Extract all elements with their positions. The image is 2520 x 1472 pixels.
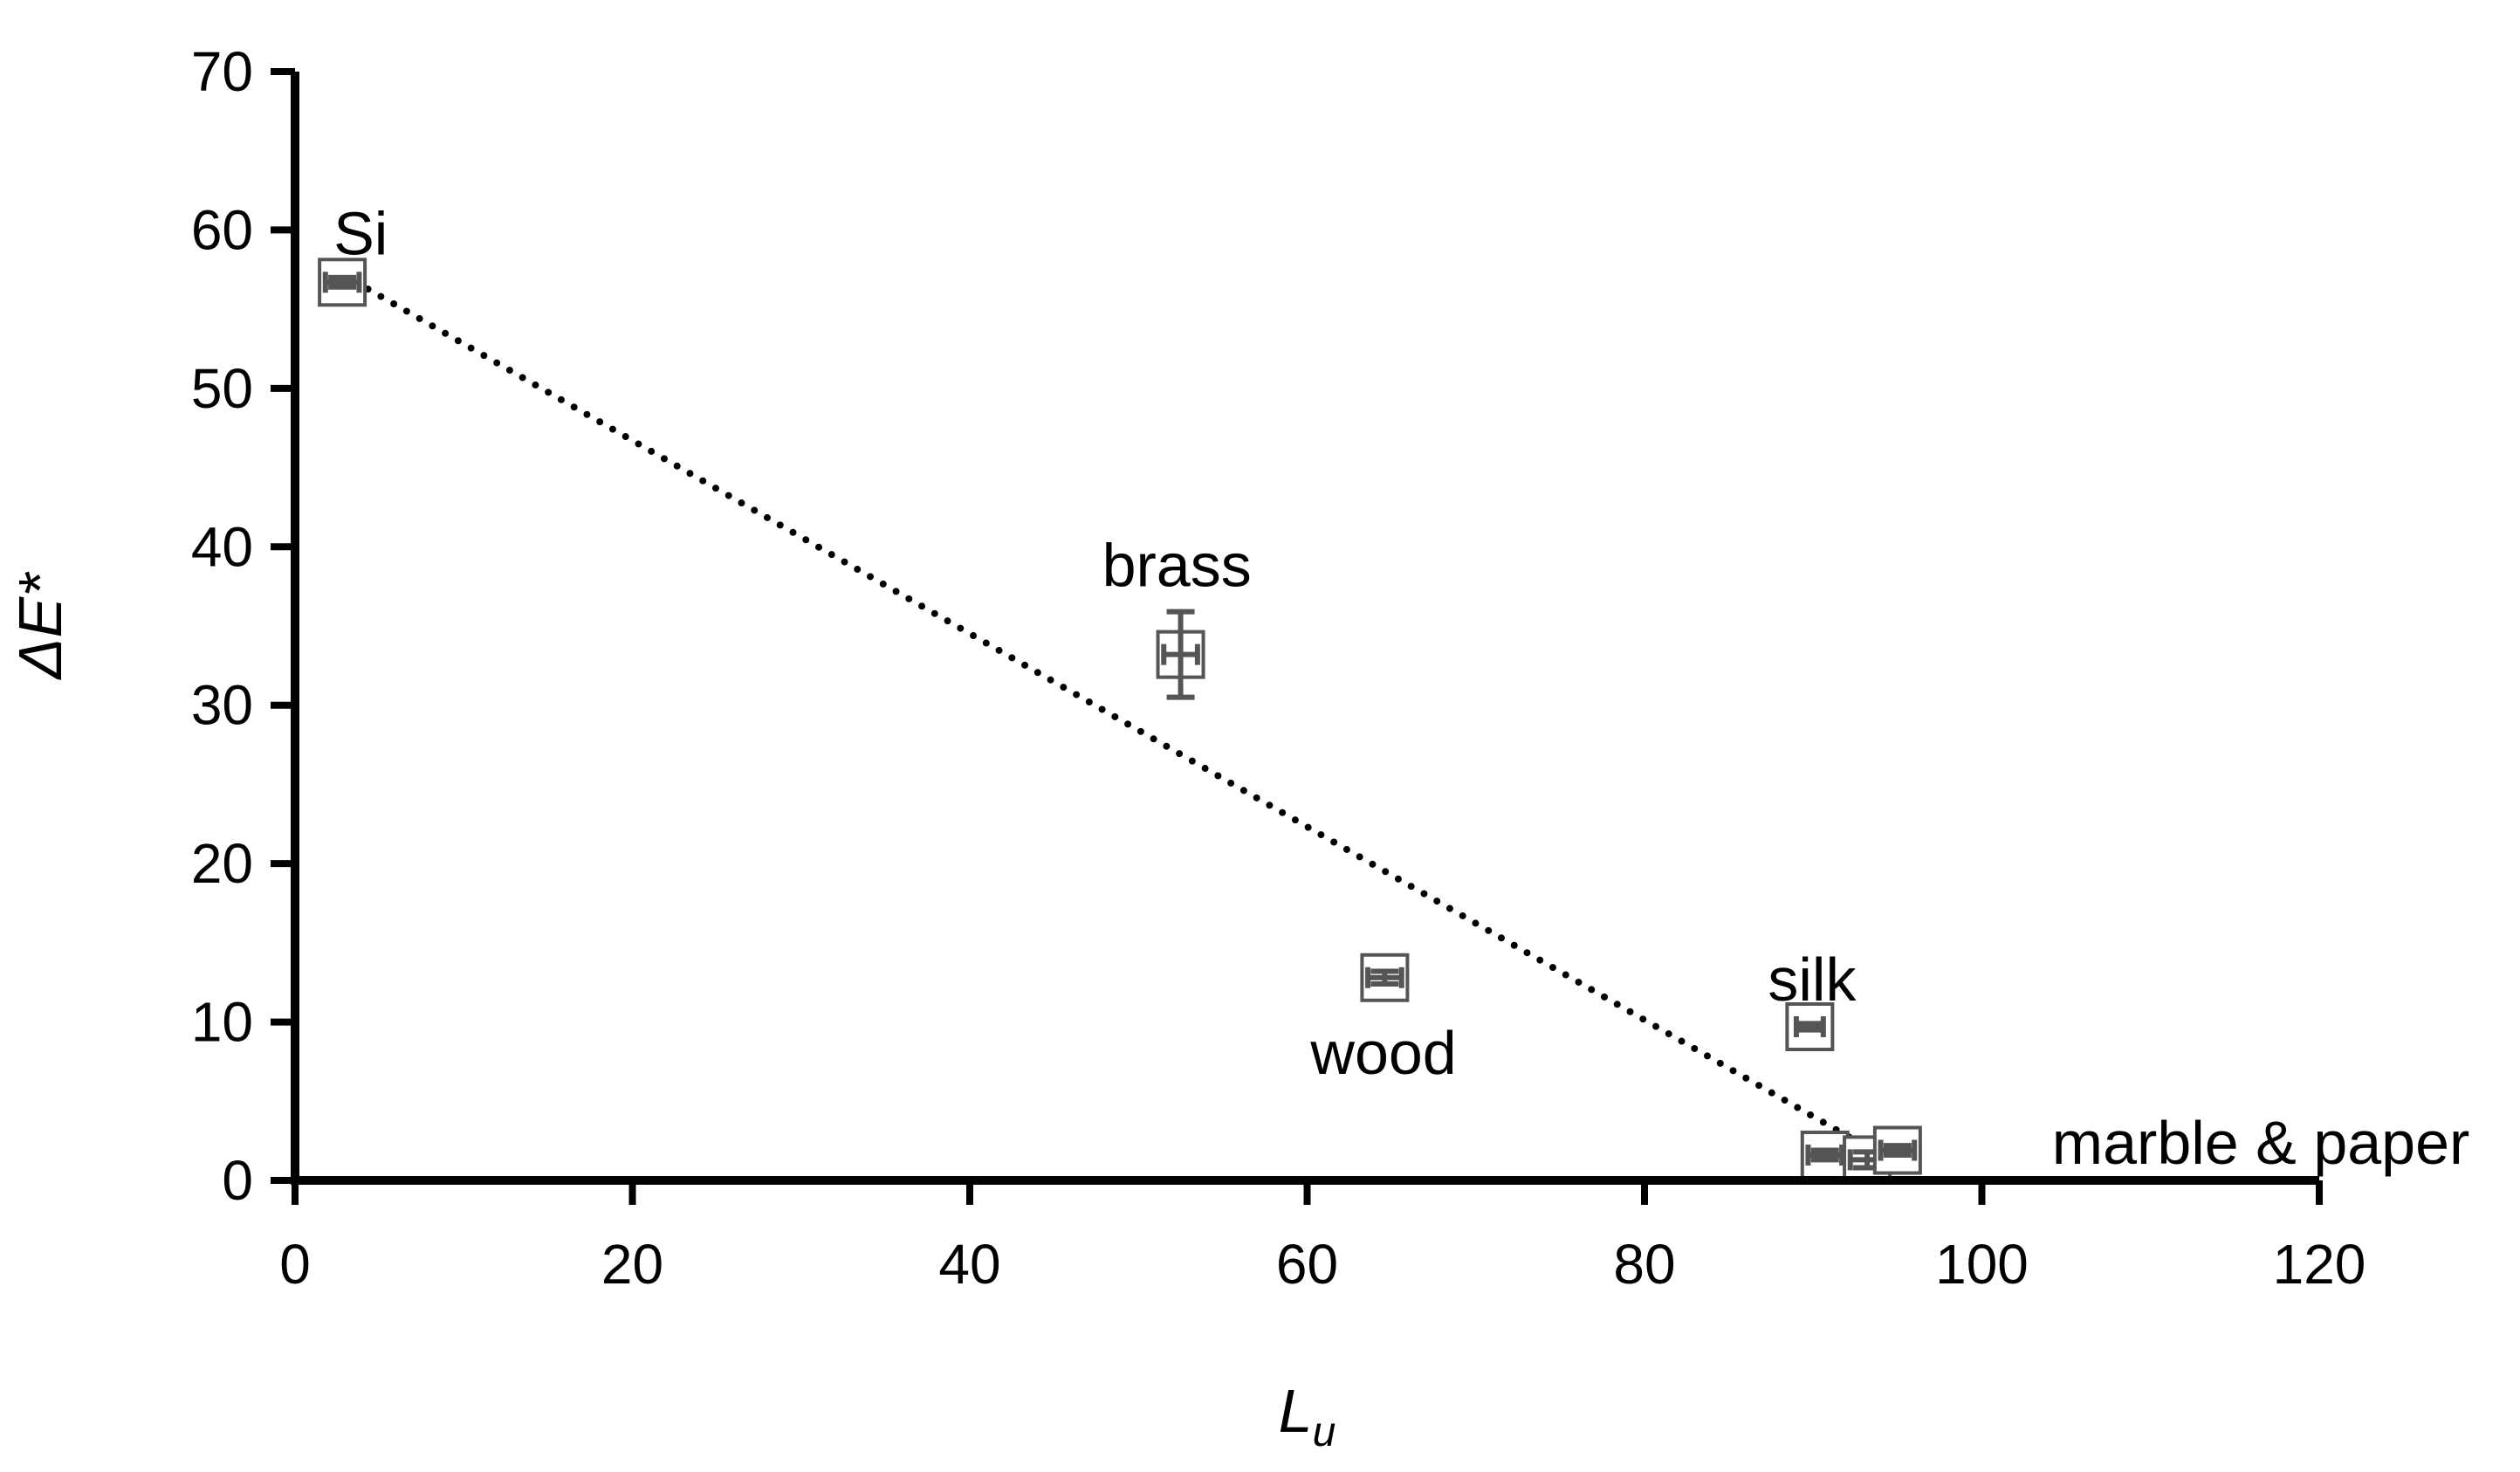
y-tick-label: 30: [191, 674, 253, 737]
y-tick-label: 0: [222, 1149, 253, 1212]
point-label: Si: [333, 199, 388, 267]
y-tick-label: 50: [191, 357, 253, 420]
data-point: [1360, 953, 1410, 1002]
x-tick-label: 80: [1613, 1233, 1675, 1296]
y-tick-label: 10: [191, 991, 253, 1054]
points-layer: [318, 258, 1922, 1185]
x-tick-label: 60: [1276, 1233, 1338, 1296]
x-axis-title-subscript: u: [1313, 1409, 1336, 1455]
x-tick-label: 0: [279, 1233, 311, 1296]
data-point: [1800, 1130, 1850, 1180]
x-tick-label: 40: [938, 1233, 1000, 1296]
data-point: [318, 258, 367, 307]
y-tick-label: 70: [191, 40, 253, 103]
point-label: wood: [1309, 1019, 1456, 1087]
x-axis-title-main: L: [1279, 1377, 1313, 1445]
point-label: marble & paper: [2052, 1109, 2470, 1177]
data-point: [1156, 609, 1205, 700]
y-tick-label: 40: [191, 515, 253, 578]
x-axis-title: Lu: [1279, 1377, 1336, 1455]
y-tick-label: 60: [191, 198, 253, 261]
labels-layer: 0 10 20 30 40 50 60 70 0 20 40 60 80 100 120 Lu ΔE* Si bra…: [6, 40, 2469, 1455]
y-axis-title: ΔE*: [6, 571, 74, 681]
point-label: silk: [1768, 946, 1857, 1014]
x-tick-label: 20: [601, 1233, 663, 1296]
y-tick-label: 20: [191, 832, 253, 895]
trendline-layer: [339, 271, 1876, 1154]
point-label: brass: [1102, 532, 1252, 600]
data-point: [1785, 1002, 1835, 1052]
x-tick-label: 120: [2273, 1233, 2366, 1296]
axes-layer: [271, 68, 2323, 1205]
data-point: [1872, 1125, 1922, 1175]
trendline: [339, 271, 1876, 1154]
x-tick-label: 100: [1935, 1233, 2029, 1296]
